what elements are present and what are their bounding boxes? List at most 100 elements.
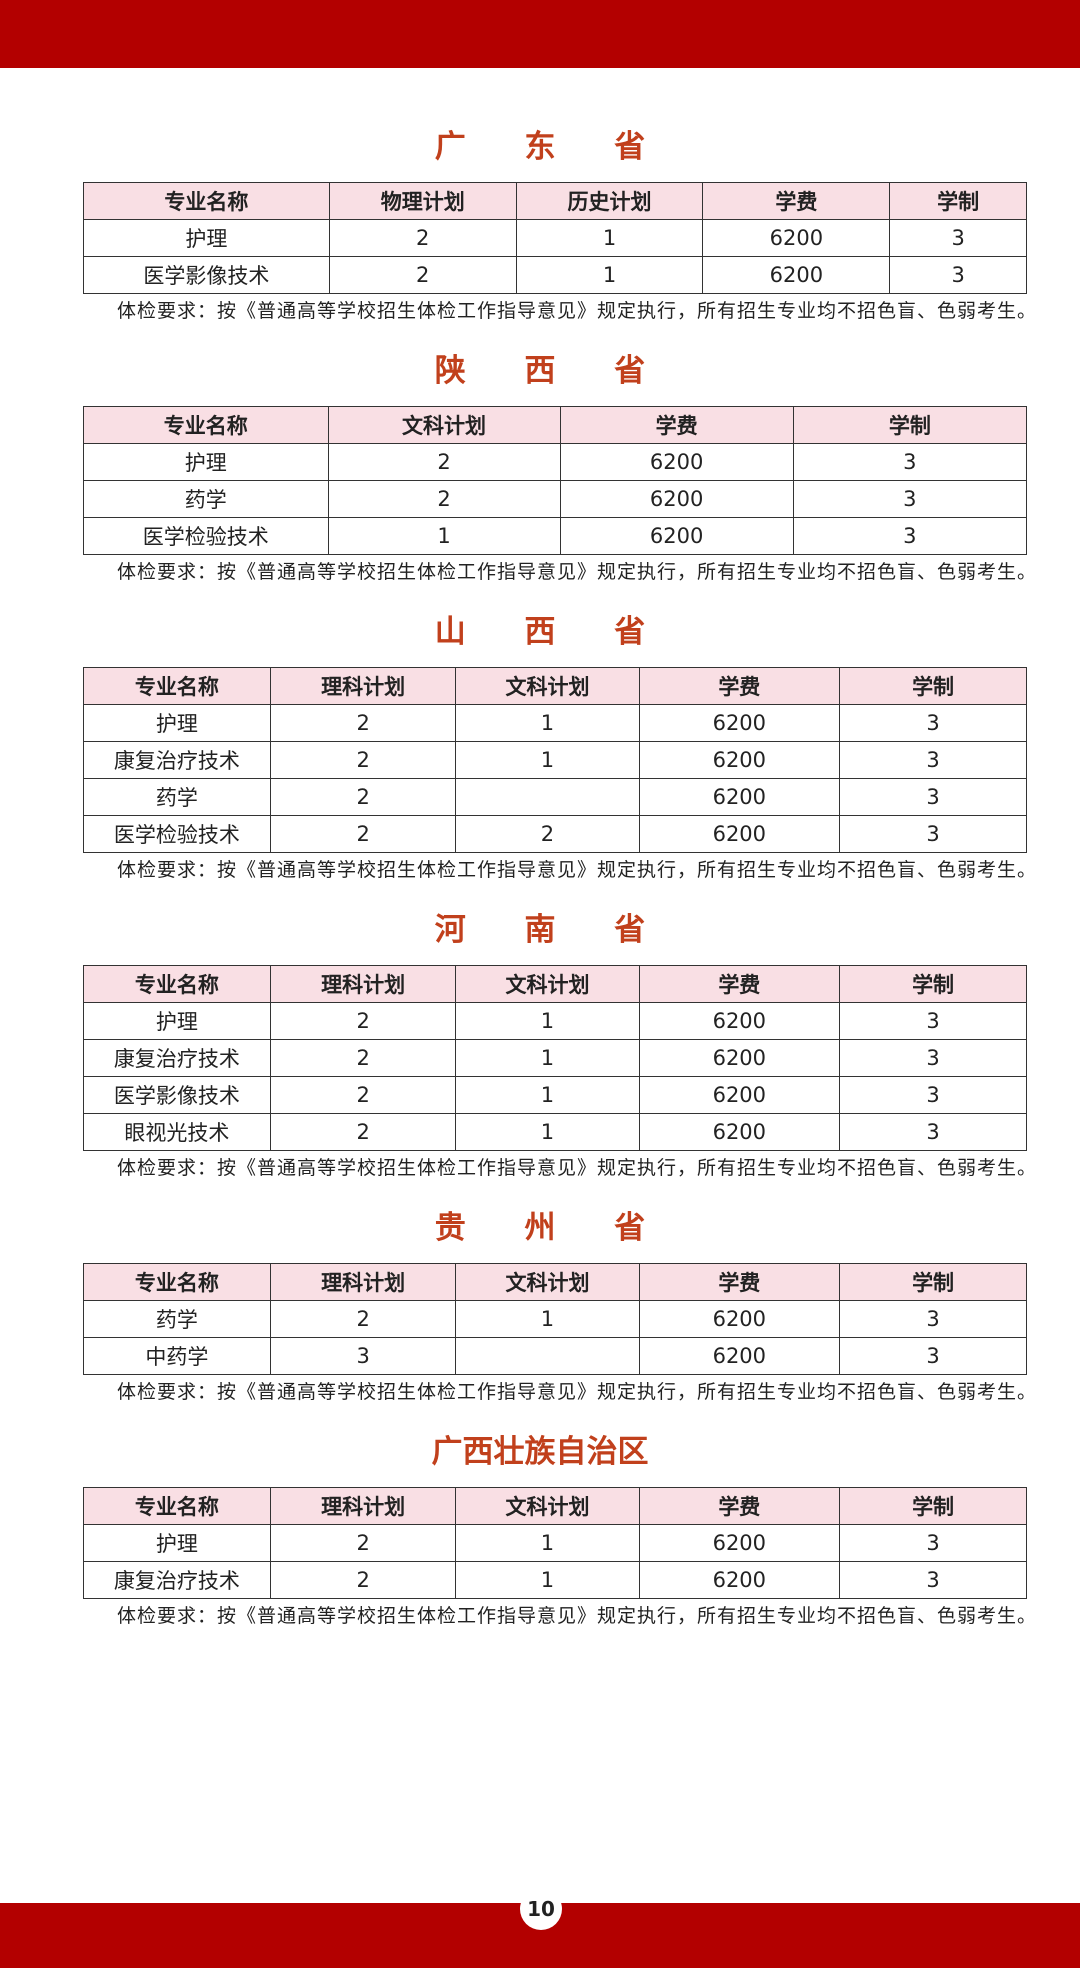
header-cell: 学费	[702, 182, 891, 220]
table-cell: 6200	[638, 1524, 841, 1562]
plan-table: 专业名称 物理计划 历史计划 学费 学制 护理 2 1 6200 3 医学影像技术 2 1 6200 3	[83, 182, 1027, 294]
table-cell: 2	[269, 741, 457, 779]
table-cell: 2	[269, 704, 457, 742]
table-cell: 2	[328, 256, 517, 294]
plan-table: 专业名称 理科计划 文科计划 学费 学制 护理 2 1 6200 3 康复治疗技术 2 1 6200 3	[83, 1487, 1027, 1599]
header-cell: 学制	[889, 182, 1027, 220]
empty-cell	[455, 778, 640, 816]
content: 广 东 省专业名称 物理计划 历史计划 学费 学制 护理 2 1 6200 3 医学影像技术 2 1 62…	[0, 127, 1080, 1656]
table-cell: 1	[455, 1113, 640, 1151]
header-cell: 理科计划	[269, 1487, 457, 1525]
section-title: 广西壮族自治区	[431, 1434, 649, 1470]
table-row: 护理 2 6200 3	[83, 443, 1028, 481]
plan-table: 专业名称 理科计划 文科计划 学费 学制 护理 2 1 6200 3 康复治疗技术 2 1 6200 3 药学…	[83, 667, 1027, 853]
header-cell: 物理计划	[328, 182, 517, 220]
table-cell: 6200	[559, 517, 794, 555]
header-cell: 理科计划	[269, 1263, 457, 1301]
header-row: 专业名称 理科计划 文科计划 学费 学制	[83, 667, 1027, 705]
table-row: 康复治疗技术 2 1 6200 3	[83, 1561, 1027, 1599]
table-cell: 3	[269, 1337, 457, 1375]
table-row: 药学 2 1 6200 3	[83, 1300, 1027, 1338]
header-cell: 专业名称	[83, 182, 330, 220]
table-row: 药学 2 6200 3	[83, 778, 1027, 816]
table-cell: 1	[455, 1039, 640, 1077]
table-row: 药学 2 6200 3	[83, 480, 1028, 518]
section-title: 陕 西 省	[434, 353, 670, 389]
table-cell: 康复治疗技术	[83, 741, 271, 779]
header-cell: 学费	[559, 406, 794, 444]
table-cell: 3	[792, 443, 1028, 481]
page-number: 10	[520, 1888, 562, 1930]
header-cell: 学制	[839, 1263, 1027, 1301]
header-cell: 学费	[638, 667, 841, 705]
plan-table: 专业名称 文科计划 学费 学制 护理 2 6200 3 药学 2 6200 3 医学检验技术 1 6200 3	[83, 406, 1028, 555]
table-cell: 护理	[83, 443, 329, 481]
table-cell: 2	[269, 815, 457, 853]
table-cell: 1	[515, 256, 704, 294]
table-cell: 康复治疗技术	[83, 1039, 271, 1077]
header-cell: 专业名称	[83, 965, 271, 1003]
table-cell: 6200	[638, 741, 841, 779]
table-cell: 眼视光技术	[83, 1113, 271, 1151]
table-cell: 2	[328, 219, 517, 257]
table-cell: 2	[269, 1561, 457, 1599]
header-cell: 理科计划	[269, 965, 457, 1003]
table-cell: 1	[455, 741, 640, 779]
table-cell: 6200	[638, 1337, 841, 1375]
note: 体检要求：按《普通高等学校招生体检工作指导意见》规定执行，所有招生专业均不招色盲…	[117, 1157, 1038, 1179]
header-cell: 专业名称	[83, 1487, 271, 1525]
header-cell: 理科计划	[269, 667, 457, 705]
section-title: 广 东 省	[434, 129, 670, 165]
table-cell: 2	[455, 815, 640, 853]
table-row: 医学影像技术 2 1 6200 3	[83, 256, 1027, 294]
table-cell: 药学	[83, 1300, 271, 1338]
table-cell: 1	[455, 1002, 640, 1040]
header-cell: 历史计划	[515, 182, 704, 220]
table-row: 护理 2 1 6200 3	[83, 1002, 1027, 1040]
table-cell: 6200	[638, 778, 841, 816]
table-cell: 医学检验技术	[83, 815, 271, 853]
table-cell: 6200	[559, 443, 794, 481]
table-row: 医学影像技术 2 1 6200 3	[83, 1076, 1027, 1114]
table-cell: 中药学	[83, 1337, 271, 1375]
table-cell: 药学	[83, 778, 271, 816]
header-cell: 文科计划	[455, 667, 640, 705]
table-cell: 3	[839, 1002, 1027, 1040]
table-cell: 3	[839, 1524, 1027, 1562]
table-cell: 护理	[83, 1002, 271, 1040]
table-cell: 医学影像技术	[83, 1076, 271, 1114]
header-cell: 专业名称	[83, 406, 329, 444]
table-cell: 1	[455, 1076, 640, 1114]
note: 体检要求：按《普通高等学校招生体检工作指导意见》规定执行，所有招生专业均不招色盲…	[117, 1381, 1038, 1403]
table-cell: 护理	[83, 1524, 271, 1562]
table-row: 眼视光技术 2 1 6200 3	[83, 1113, 1027, 1151]
table-cell: 1	[455, 1300, 640, 1338]
table-cell: 药学	[83, 480, 329, 518]
header-row: 专业名称 理科计划 文科计划 学费 学制	[83, 1263, 1027, 1301]
table-row: 医学检验技术 2 2 6200 3	[83, 815, 1027, 853]
table-cell: 3	[839, 815, 1027, 853]
header-cell: 学制	[839, 965, 1027, 1003]
table-cell: 6200	[702, 219, 891, 257]
table-cell: 1	[455, 1524, 640, 1562]
section-title: 山 西 省	[434, 614, 670, 650]
province-section: 贵 州 省专业名称 理科计划 文科计划 学费 学制 药学 2 1 6200 3 中药学 3 6200 3 体…	[0, 1208, 1080, 1409]
province-section: 陕 西 省专业名称 文科计划 学费 学制 护理 2 6200 3 药学 2 6200 3 医学检验技术 1…	[0, 351, 1080, 589]
header-cell: 专业名称	[83, 667, 271, 705]
table-row: 护理 2 1 6200 3	[83, 219, 1027, 257]
section-title: 河 南 省	[434, 912, 670, 948]
table-cell: 3	[839, 1113, 1027, 1151]
header-cell: 文科计划	[455, 1487, 640, 1525]
header-cell: 学费	[638, 1487, 841, 1525]
header-cell: 专业名称	[83, 1263, 271, 1301]
table-cell: 2	[269, 1524, 457, 1562]
table-cell: 6200	[638, 1561, 841, 1599]
header-cell: 文科计划	[455, 1263, 640, 1301]
table-cell: 3	[839, 741, 1027, 779]
table-cell: 3	[839, 778, 1027, 816]
table-cell: 2	[269, 1076, 457, 1114]
table-cell: 康复治疗技术	[83, 1561, 271, 1599]
table-cell: 6200	[702, 256, 891, 294]
empty-cell	[455, 1337, 640, 1375]
